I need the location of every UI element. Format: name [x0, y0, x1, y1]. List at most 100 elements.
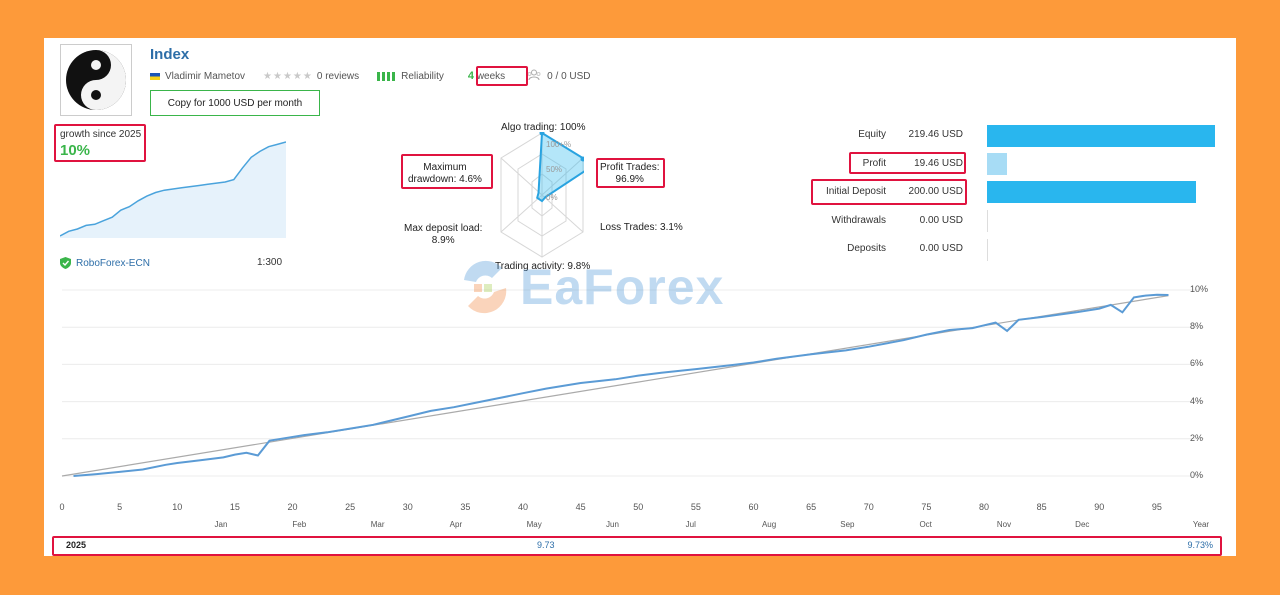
- x-tick-label: 15: [229, 502, 240, 512]
- x-tick-label: 25: [345, 502, 356, 512]
- reliability-bars-icon: [377, 71, 396, 81]
- initial-deposit-label: Initial Deposit: [825, 186, 886, 197]
- growth-label: growth since 2025: [60, 129, 142, 140]
- deposits-value: 0.00 USD: [919, 243, 963, 254]
- growth-line-chart: [61, 289, 1204, 477]
- sparkline-line: [60, 141, 286, 237]
- profit-highlight: [849, 152, 966, 174]
- growth-value: 10%: [60, 142, 91, 159]
- x-tick-label: 75: [921, 502, 932, 512]
- x-tick-label: 35: [460, 502, 471, 512]
- x-tick-label: 70: [863, 502, 874, 512]
- profit-trades-title: Profit Trades:: [600, 162, 660, 173]
- weeks-unit: weeks: [476, 71, 506, 82]
- max-drawdown-value: drawdown: 4.6%: [408, 174, 482, 185]
- radar-chart: 100+% 50% 0%: [500, 132, 584, 258]
- month-tick-label: Jul: [685, 520, 696, 529]
- max-drawdown-highlight: [401, 154, 493, 189]
- broker-link[interactable]: RoboForex-ECN: [60, 257, 150, 269]
- month-tick-label: Dec: [1075, 520, 1090, 529]
- max-drawdown-title: Maximum: [423, 162, 467, 173]
- initial-deposit-highlight: [811, 179, 967, 205]
- profit-bar: [987, 153, 1007, 175]
- max-deposit-load-label: Max deposit load: 8.9%: [404, 223, 482, 247]
- x-tick-label: 10: [172, 502, 183, 512]
- month-tick-label: Jun: [606, 520, 619, 529]
- x-tick-label: 55: [690, 502, 701, 512]
- trading-activity-label: Trading activity: 9.8%: [495, 261, 591, 272]
- x-tick-label: 65: [806, 502, 817, 512]
- initial-deposit-bar: [987, 181, 1196, 203]
- year-mid-value: 9.73: [537, 540, 555, 550]
- x-tick-label: 45: [575, 502, 586, 512]
- profit-value: 19.46 USD: [914, 158, 963, 169]
- loss-trades-label: Loss Trades: 3.1%: [600, 222, 683, 233]
- month-tick-label: Oct: [919, 520, 932, 529]
- copy-signal-button[interactable]: Copy for 1000 USD per month: [150, 90, 320, 116]
- reviews-count[interactable]: 0 reviews: [316, 70, 360, 82]
- x-tick-label: 0: [59, 502, 65, 512]
- equity-value: 219.46 USD: [908, 129, 963, 140]
- x-tick-label: 20: [287, 502, 298, 512]
- y-tick-label: 2%: [1190, 432, 1204, 443]
- ukraine-flag-icon: [150, 72, 160, 80]
- month-tick-label: Nov: [996, 520, 1012, 529]
- x-tick-label: 5: [117, 502, 123, 512]
- x-tick-label: 50: [633, 502, 644, 512]
- x-tick-label: 30: [402, 502, 413, 512]
- yin-yang-avatar[interactable]: [60, 44, 132, 116]
- subscribers-funds: 0 / 0 USD: [547, 70, 591, 82]
- trend-series-line: [61, 295, 1169, 477]
- deposits-bar: [987, 239, 988, 261]
- month-tick-label: Aug: [761, 520, 777, 529]
- max-drawdown-label: Maximum drawdown: 4.6%: [408, 162, 482, 186]
- year-total-value: 9.73%: [1187, 540, 1213, 550]
- author-row: Vladimir Mametov ★★★★★ 0 reviews Reliabi…: [150, 69, 591, 83]
- withdrawals-value: 0.00 USD: [919, 215, 963, 226]
- month-tick-label: Sep: [840, 520, 855, 529]
- withdrawals-label: Withdrawals: [831, 215, 886, 226]
- initial-deposit-value: 200.00 USD: [908, 186, 963, 197]
- weeks-badge: 4 weeks: [464, 69, 509, 83]
- radar-ring-50: 50%: [546, 165, 562, 174]
- radar-ring-0: 0%: [546, 193, 558, 202]
- weeks-highlight: [476, 66, 528, 86]
- max-deposit-load-value: 8.9%: [431, 235, 455, 246]
- x-tick-label: 90: [1094, 502, 1105, 512]
- x-tick-label: 95: [1151, 502, 1162, 512]
- month-tick-label: Feb: [292, 520, 307, 529]
- deposits-label: Deposits: [847, 243, 886, 254]
- growth-highlight: [54, 124, 146, 162]
- growth-series-line: [73, 293, 1169, 477]
- max-deposit-load-title: Max deposit load:: [404, 223, 483, 234]
- leverage-value: 1:300: [257, 257, 283, 268]
- year-axis-label: Year: [1192, 520, 1210, 529]
- broker-name[interactable]: RoboForex-ECN: [76, 257, 150, 269]
- weeks-number: 4: [467, 70, 475, 82]
- month-tick-label: Apr: [449, 520, 463, 529]
- x-tick-label: 60: [748, 502, 759, 512]
- algo-trading-label: Algo trading: 100%: [501, 122, 586, 133]
- reliability-label: Reliability: [401, 70, 444, 82]
- rating-stars-icon: ★★★★★: [263, 70, 313, 82]
- month-tick-label: May: [526, 520, 542, 529]
- year-results-row: 2025 9.73 9.73%: [56, 538, 1221, 554]
- x-tick-label: 80: [979, 502, 990, 512]
- y-tick-label: 8%: [1190, 321, 1204, 332]
- profit-trades-highlight: [596, 158, 665, 188]
- signal-title[interactable]: Index: [150, 46, 190, 63]
- y-tick-label: 0%: [1190, 470, 1204, 480]
- verified-shield-icon: [60, 257, 71, 269]
- author-name[interactable]: Vladimir Mametov: [165, 70, 246, 82]
- y-tick-label: 10%: [1190, 284, 1209, 294]
- withdrawals-bar: [987, 210, 988, 232]
- year-label[interactable]: 2025: [66, 540, 87, 550]
- y-tick-label: 4%: [1190, 395, 1204, 406]
- month-tick-label: Jan: [214, 520, 228, 529]
- subscribers-icon: [527, 69, 541, 84]
- radar-ring-100: 100+%: [546, 140, 571, 149]
- profit-label: Profit: [862, 158, 886, 169]
- x-tick-label: 85: [1036, 502, 1047, 512]
- signal-card: Index Vladimir Mametov ★★★★★ 0 reviews R…: [44, 38, 1236, 556]
- year-row-highlight: [52, 536, 1222, 556]
